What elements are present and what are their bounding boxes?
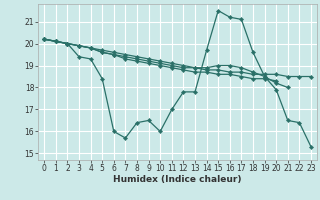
X-axis label: Humidex (Indice chaleur): Humidex (Indice chaleur) bbox=[113, 175, 242, 184]
